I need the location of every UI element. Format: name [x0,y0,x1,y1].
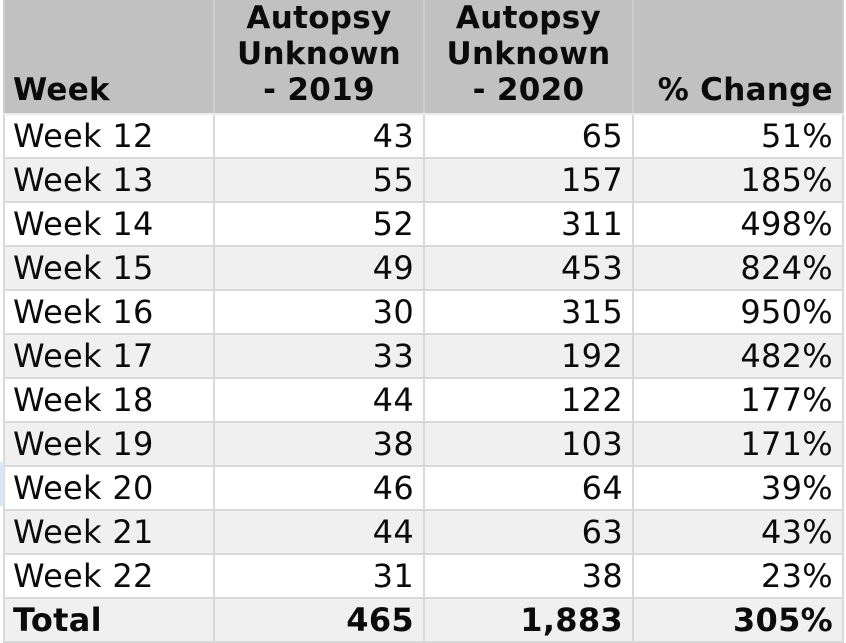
col-header-week[interactable]: Week [3,0,215,115]
cell-2019[interactable]: 44 [213,377,425,423]
cell-2019[interactable]: 44 [213,509,425,555]
cell-change[interactable]: 43% [632,509,844,555]
cell-2020[interactable]: 453 [423,245,634,291]
table-row: Week 14 52 311 498% [3,201,844,247]
table-row: Week 19 38 103 171% [3,421,844,467]
cell-2019[interactable]: 33 [213,333,425,379]
cell-2020[interactable]: 192 [423,333,634,379]
cell-change[interactable]: 185% [632,157,844,203]
table-row: Week 12 43 65 51% [3,113,844,159]
table-body: Week 12 43 65 51% Week 13 55 157 185% Week 14 52 3… [3,113,844,599]
table-row: Week 15 49 453 824% [3,245,844,291]
cell-change[interactable]: 498% [632,201,844,247]
table-header: Week Autopsy Unknown - 2019 Autopsy Unkn… [3,0,844,115]
cell-2019[interactable]: 31 [213,553,425,599]
cell-week[interactable]: Week 13 [3,157,215,203]
autopsy-unknown-table: Week Autopsy Unknown - 2019 Autopsy Unkn… [3,0,844,643]
cell-change[interactable]: 171% [632,421,844,467]
cell-2020[interactable]: 64 [423,465,634,511]
cell-change[interactable]: 51% [632,113,844,159]
cell-change[interactable]: 39% [632,465,844,511]
cell-change[interactable]: 177% [632,377,844,423]
cell-week[interactable]: Week 12 [3,113,215,159]
table-row: Week 18 44 122 177% [3,377,844,423]
cell-total-2019[interactable]: 465 [213,597,425,643]
table-row: Week 21 44 63 43% [3,509,844,555]
cell-change[interactable]: 950% [632,289,844,335]
cell-2019[interactable]: 30 [213,289,425,335]
table-row: Week 22 31 38 23% [3,553,844,599]
cell-total-label[interactable]: Total [3,597,215,643]
cell-total-2020[interactable]: 1,883 [423,597,634,643]
cell-2020[interactable]: 122 [423,377,634,423]
cell-week[interactable]: Week 15 [3,245,215,291]
cell-2020[interactable]: 311 [423,201,634,247]
cell-week[interactable]: Week 21 [3,509,215,555]
cell-week[interactable]: Week 18 [3,377,215,423]
cell-week[interactable]: Week 19 [3,421,215,467]
total-row: Total 465 1,883 305% [3,597,844,643]
cell-2020[interactable]: 63 [423,509,634,555]
cell-2019[interactable]: 52 [213,201,425,247]
table-row: Week 20 46 64 39% [3,465,844,511]
cell-change[interactable]: 824% [632,245,844,291]
cell-week[interactable]: Week 20 [3,465,215,511]
cell-change[interactable]: 23% [632,553,844,599]
cell-2020[interactable]: 315 [423,289,634,335]
table-row: Week 16 30 315 950% [3,289,844,335]
col-header-2020[interactable]: Autopsy Unknown - 2020 [423,0,634,115]
cell-2020[interactable]: 38 [423,553,634,599]
cell-2020[interactable]: 65 [423,113,634,159]
cell-2019[interactable]: 46 [213,465,425,511]
cell-total-change[interactable]: 305% [632,597,844,643]
cell-week[interactable]: Week 16 [3,289,215,335]
cell-change[interactable]: 482% [632,333,844,379]
col-header-change[interactable]: % Change [632,0,844,115]
cell-2019[interactable]: 49 [213,245,425,291]
cell-2020[interactable]: 103 [423,421,634,467]
cell-week[interactable]: Week 17 [3,333,215,379]
table-row: Week 17 33 192 482% [3,333,844,379]
header-row: Week Autopsy Unknown - 2019 Autopsy Unkn… [3,0,844,115]
table-row: Week 13 55 157 185% [3,157,844,203]
cell-2019[interactable]: 55 [213,157,425,203]
table-footer: Total 465 1,883 305% [3,597,844,643]
row-selection-edge [0,462,4,506]
col-header-2019[interactable]: Autopsy Unknown - 2019 [213,0,425,115]
cell-2019[interactable]: 43 [213,113,425,159]
cell-week[interactable]: Week 22 [3,553,215,599]
cell-week[interactable]: Week 14 [3,201,215,247]
cell-2019[interactable]: 38 [213,421,425,467]
cell-2020[interactable]: 157 [423,157,634,203]
